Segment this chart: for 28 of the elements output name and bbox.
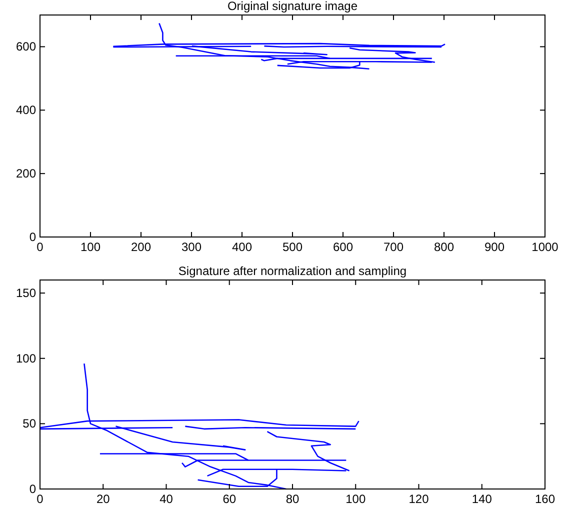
y-tick-label: 200 xyxy=(16,166,36,181)
y-tick-label: 0 xyxy=(29,230,36,244)
x-tick-label: 700 xyxy=(383,240,404,254)
x-tick-label: 120 xyxy=(408,492,430,506)
x-tick-label: 100 xyxy=(346,492,366,506)
x-tick-label: 600 xyxy=(332,240,354,254)
y-tick-label: 400 xyxy=(16,103,36,118)
y-tick-label: 600 xyxy=(16,40,36,54)
x-tick-label: 100 xyxy=(80,240,101,254)
x-tick-label: 160 xyxy=(534,492,556,506)
x-tick-label: 1000 xyxy=(532,240,559,254)
x-tick-label: 900 xyxy=(484,240,505,254)
x-tick-label: 500 xyxy=(282,240,303,254)
chart-title: Signature after normalization and sampling xyxy=(178,264,407,278)
chart-title: Original signature image xyxy=(227,0,358,13)
x-tick-label: 40 xyxy=(160,492,174,506)
x-tick-label: 20 xyxy=(96,492,110,506)
x-tick-label: 200 xyxy=(130,240,152,254)
y-tick-label: 0 xyxy=(29,482,36,496)
y-tick-label: 100 xyxy=(16,351,36,366)
x-tick-label: 140 xyxy=(472,492,492,506)
x-tick-label: 800 xyxy=(434,240,454,254)
x-tick-label: 300 xyxy=(181,240,202,254)
x-tick-label: 60 xyxy=(222,492,236,506)
y-tick-label: 150 xyxy=(16,286,36,300)
x-tick-label: 80 xyxy=(286,492,300,506)
y-tick-label: 50 xyxy=(22,416,36,431)
x-tick-label: 400 xyxy=(232,240,252,254)
